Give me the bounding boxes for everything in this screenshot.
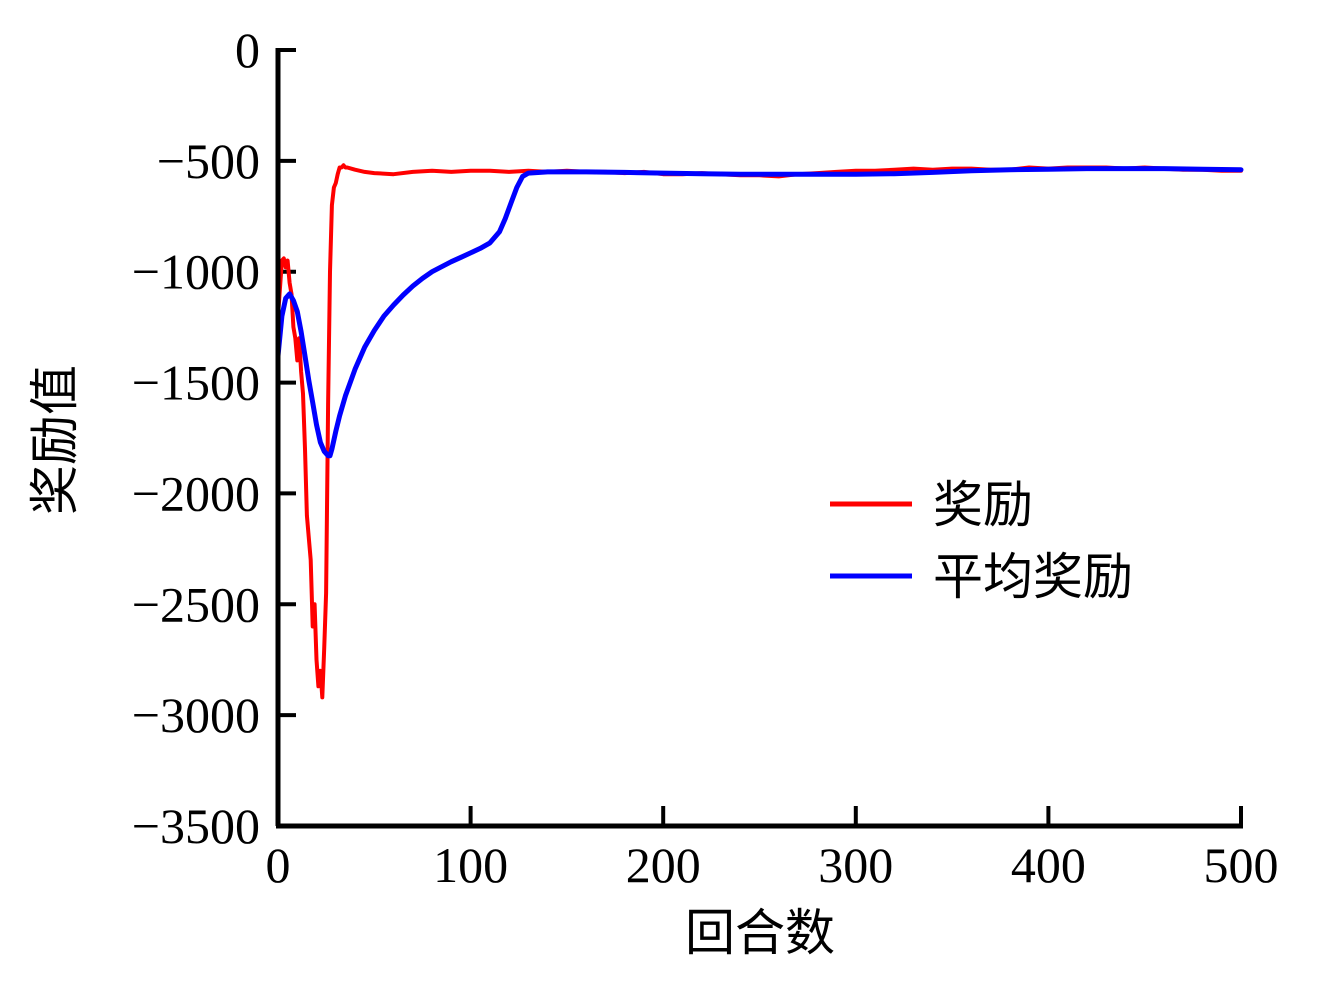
axes (275, 48, 1243, 829)
y-tick-label: −500 (157, 133, 260, 189)
y-axis-ticks: 0 −500 −1000 −1500 −2000 −2500 −3000 −3500 (132, 22, 296, 854)
y-tick-label: −1000 (132, 244, 260, 300)
legend-label: 平均奖励 (933, 548, 1133, 606)
x-tick-label: 300 (818, 837, 893, 893)
series-line-average-reward (275, 166, 1244, 459)
y-tick-label: −2000 (132, 465, 260, 521)
x-axis-title: 回合数 (685, 904, 835, 962)
y-tick-label: −2500 (132, 576, 260, 632)
legend-label: 奖励 (933, 476, 1033, 534)
y-tick-label: −3500 (132, 798, 260, 854)
x-tick-label: 400 (1011, 837, 1086, 893)
y-tick-label: −1500 (132, 355, 260, 411)
series-layer (275, 163, 1244, 700)
y-tick-label: −3000 (132, 687, 260, 743)
x-axis-ticks: 0 100 200 300 400 500 (266, 806, 1279, 893)
x-tick-label: 500 (1204, 837, 1279, 893)
series-line-reward (276, 163, 1243, 700)
y-tick-label: 0 (235, 22, 260, 78)
y-axis-title: 奖励值 (26, 365, 84, 515)
x-tick-label: 200 (626, 837, 701, 893)
x-tick-label: 0 (266, 837, 291, 893)
x-tick-label: 100 (433, 837, 508, 893)
